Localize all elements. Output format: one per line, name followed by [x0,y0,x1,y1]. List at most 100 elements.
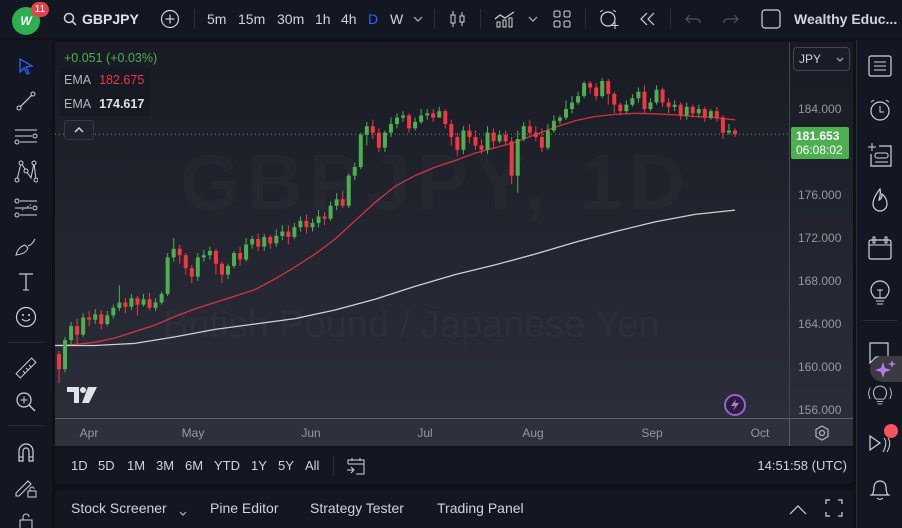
candle[interactable] [99,310,104,330]
candle[interactable] [678,102,683,120]
chart-settings-button[interactable] [789,418,853,446]
watchlist-button[interactable] [867,53,893,79]
timeframe-4h[interactable]: 4h [341,11,357,27]
candle[interactable] [702,106,707,122]
candle[interactable] [624,100,629,114]
timeframe-5m[interactable]: 5m [207,11,227,27]
tab-pine-editor[interactable]: Pine Editor [210,500,279,516]
candle[interactable] [521,121,526,142]
range-ytd[interactable]: YTD [214,458,240,473]
candle[interactable] [431,109,436,122]
utc-clock[interactable]: 14:51:58 (UTC) [757,458,847,473]
maximize-panel-button[interactable] [825,499,843,520]
candle[interactable] [395,113,399,129]
candle[interactable] [328,201,333,221]
candle[interactable] [57,350,61,384]
candle[interactable] [557,115,562,125]
range-1d[interactable]: 1D [71,458,88,473]
create-alert-button[interactable] [598,0,620,38]
tab-trading-panel[interactable]: Trading Panel [437,500,524,516]
price-chart[interactable] [55,42,789,418]
candle[interactable] [123,298,128,314]
ideas-stream-button[interactable] [724,394,746,416]
candle[interactable] [147,292,152,311]
candle[interactable] [376,128,381,152]
candle[interactable] [177,244,182,264]
candle[interactable] [714,106,719,122]
candle[interactable] [87,311,92,327]
candle[interactable] [485,126,490,155]
candle[interactable] [358,132,363,170]
pattern-tool[interactable] [13,159,39,185]
candle[interactable] [672,100,677,112]
tradingview-logo[interactable] [66,386,98,409]
range-1m[interactable]: 1M [127,458,146,473]
candle[interactable] [232,250,237,269]
candle[interactable] [461,126,466,155]
candle[interactable] [684,102,689,120]
timeframe-w[interactable]: W [390,11,404,27]
trend-line-tool[interactable] [13,88,39,114]
forecast-tool[interactable] [13,195,39,221]
range-5d[interactable]: 5D [98,458,115,473]
replay-button[interactable] [639,0,657,38]
candle[interactable] [93,308,98,324]
ideas-button[interactable] [867,280,893,306]
cursor-tool[interactable] [13,53,39,79]
brush-tool[interactable] [13,233,39,259]
candle[interactable] [527,119,532,137]
timeframe-15m[interactable]: 15m [238,11,266,27]
candle[interactable] [564,100,568,120]
range-1y[interactable]: 1Y [251,458,267,473]
layouts-button[interactable] [553,0,571,38]
candle[interactable] [588,81,593,94]
timeframe-d[interactable]: D [368,11,379,27]
notifications-button[interactable] [867,476,893,502]
candle[interactable] [304,214,309,234]
candle[interactable] [594,83,599,101]
candle[interactable] [473,130,478,150]
indicators-dropdown[interactable] [528,0,538,38]
candle[interactable] [334,192,339,211]
candle[interactable] [75,318,80,344]
candle[interactable] [690,104,695,118]
candle[interactable] [618,102,623,116]
candle[interactable] [413,117,418,131]
candle[interactable] [612,91,617,114]
ema-slow-legend[interactable]: EMA 174.617 [60,92,150,116]
candle[interactable] [636,87,641,103]
candle[interactable] [310,218,315,232]
ema-fast-legend[interactable]: EMA 182.675 [60,68,150,92]
candle[interactable] [226,263,230,279]
candle[interactable] [63,336,68,373]
time-scale[interactable]: Apr May Jun Jul Aug Sep Oct [55,418,789,446]
candle[interactable] [606,78,611,105]
candle[interactable] [733,128,737,137]
candle[interactable] [515,130,520,193]
measure-tool[interactable] [13,355,39,381]
candle[interactable] [370,119,375,140]
object-tree-button[interactable] [867,142,893,168]
candle[interactable] [545,124,550,150]
candle[interactable] [256,233,261,251]
timeframe-1h[interactable]: 1h [315,11,331,27]
horizontal-lines-tool[interactable] [13,124,39,150]
candle[interactable] [479,139,484,155]
candle[interactable] [298,216,303,232]
candle[interactable] [268,234,273,249]
candle[interactable] [364,121,369,146]
signals-button[interactable] [867,382,893,408]
alerts-button[interactable] [867,97,893,123]
candle[interactable] [274,229,279,247]
lock-drawings-tool[interactable] [13,474,39,500]
candle[interactable] [533,126,538,142]
candle[interactable] [660,87,665,107]
candle[interactable] [135,296,140,316]
range-6m[interactable]: 6M [185,458,204,473]
candle[interactable] [382,130,387,153]
go-to-date-button[interactable] [346,456,366,479]
candle[interactable] [352,162,357,180]
candle[interactable] [497,130,502,144]
candle[interactable] [666,98,671,114]
candle[interactable] [219,261,224,284]
